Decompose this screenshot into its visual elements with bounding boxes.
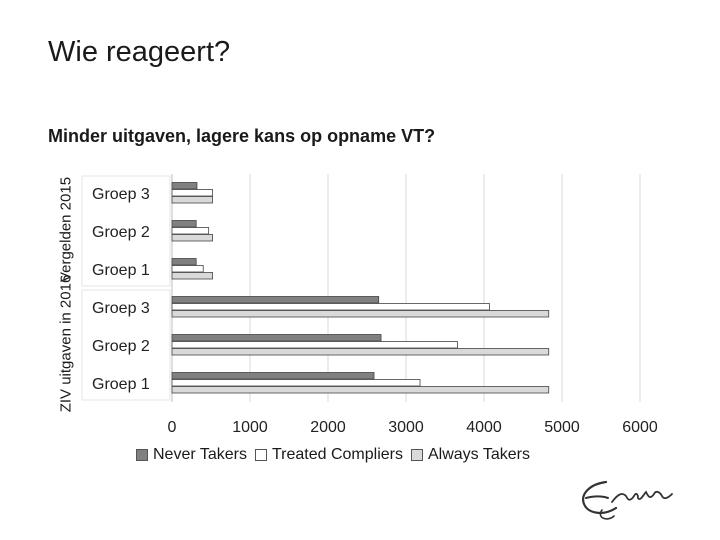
bar-never-takers-4 [171,334,382,342]
bar-treated-compliers-1 [171,227,210,235]
legend-label-treated-compliers: Treated Compliers [271,446,403,463]
bar-never-takers-3 [171,296,380,304]
legend-item-always-takers: Always Takers [410,446,530,464]
x-tick-label-5000: 5000 [544,419,580,436]
x-tick-label-0: 0 [168,419,177,436]
legend-item-never-takers: Never Takers [136,446,247,464]
legend-label-always-takers: Always Takers [427,446,530,463]
chart-legend: Never Takers Treated Compliers Always Ta… [136,446,538,464]
legend-label-never-takers: Never Takers [153,446,247,463]
bar-always-takers-5 [171,386,550,394]
bar-always-takers-1 [171,234,213,242]
chart-title: Minder uitgaven, lagere kans op opname V… [48,126,436,146]
x-tick-label-2000: 2000 [310,419,346,436]
category-label-groep-1-5: Groep 1 [92,376,150,393]
slide-title: Wie reageert? [48,36,231,68]
category-label-groep-3-0: Groep 3 [92,186,150,203]
erasmus-signature-logo [582,480,673,520]
x-tick-label-4000: 4000 [466,419,502,436]
bar-always-takers-2 [171,272,213,280]
group-label-vergelden: Vergelden 2015 [57,176,75,283]
bar-never-takers-1 [171,220,197,228]
bar-never-takers-0 [171,182,198,190]
legend-swatch-always-takers [410,449,423,461]
bar-always-takers-0 [171,196,213,204]
group-box-1 [81,289,171,401]
x-tick-label-1000: 1000 [232,419,268,436]
category-label-groep-2-4: Groep 2 [92,338,150,355]
x-tick-label-3000: 3000 [388,419,424,436]
group-label-ziv-uitgaven: ZIV uitgaven in 2016 [57,274,75,413]
bar-never-takers-5 [171,372,375,380]
x-tick-label-6000: 6000 [622,419,658,436]
category-label-groep-1-2: Groep 1 [92,262,150,279]
bar-treated-compliers-0 [171,189,213,197]
bar-treated-compliers-2 [171,265,204,273]
bar-always-takers-4 [171,348,550,356]
bar-treated-compliers-4 [171,341,458,349]
category-label-groep-3-3: Groep 3 [92,300,150,317]
bar-always-takers-3 [171,310,550,318]
bar-never-takers-2 [171,258,197,266]
legend-swatch-never-takers [136,449,148,461]
group-box-0 [81,175,171,287]
category-label-groep-2-1: Groep 2 [92,224,150,241]
bar-treated-compliers-5 [171,379,421,387]
legend-item-treated-compliers: Treated Compliers [254,446,403,464]
bar-treated-compliers-3 [171,303,490,311]
legend-swatch-treated-compliers [254,449,267,461]
